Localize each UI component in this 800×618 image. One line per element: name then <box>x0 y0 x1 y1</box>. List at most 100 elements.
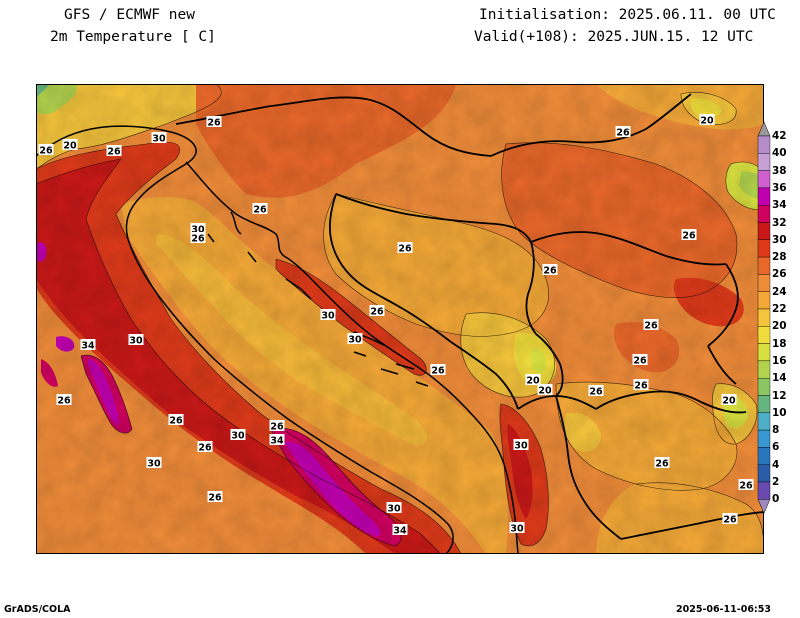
colorbar-swatch <box>757 274 771 292</box>
colorbar-swatch <box>757 291 771 310</box>
model-title: GFS / ECMWF new <box>64 7 195 23</box>
svg-text:26: 26 <box>543 266 557 277</box>
colorbar-swatch <box>757 326 771 344</box>
contour-label-30: 30 <box>190 223 206 236</box>
colorbar-tick-label: 10 <box>772 406 787 419</box>
footer-credit: GrADS/COLA <box>4 604 71 615</box>
contour-label-26: 26 <box>633 379 649 392</box>
colorbar-tick-label: 18 <box>772 337 787 350</box>
colorbar-tick-label: 32 <box>772 216 787 229</box>
colorbar-swatch <box>757 170 771 189</box>
contour-label-20: 20 <box>699 114 715 127</box>
temperature-map[interactable]: 26 26 20 26 30 26 20 26 30 26 26 26 26 30 26 30 26 34 30 26… <box>36 84 764 554</box>
contour-label-34: 34 <box>269 434 285 447</box>
svg-text:20: 20 <box>526 376 540 387</box>
svg-text:26: 26 <box>655 459 669 470</box>
svg-text:26: 26 <box>198 443 212 454</box>
contour-label-26: 26 <box>722 513 738 526</box>
colorbar-swatch <box>757 378 771 396</box>
svg-text:30: 30 <box>147 459 161 470</box>
colorbar-tick-label: 2 <box>772 476 780 488</box>
colorbar-tick-label: 26 <box>772 268 787 281</box>
colorbar-swatch <box>757 308 771 327</box>
svg-text:30: 30 <box>321 311 335 322</box>
map-canvas: 26 26 20 26 30 26 20 26 30 26 26 26 26 30 26 30 26 34 30 26… <box>36 84 764 554</box>
colorbar-tick-label: 12 <box>772 389 787 402</box>
contour-label-26: 26 <box>542 264 558 277</box>
contour-label-26: 26 <box>654 457 670 470</box>
colorbar-swatch <box>757 464 771 483</box>
colorbar-tick-label: 38 <box>772 164 787 177</box>
svg-text:30: 30 <box>231 431 245 442</box>
colorbar-top-arrow <box>757 122 771 137</box>
colorbar-tick-label: 14 <box>772 372 787 385</box>
svg-text:26: 26 <box>207 118 221 129</box>
contour-labels: 26 26 20 26 30 26 20 26 30 26 26 26 26 30 26 30 26 34 30 26… <box>38 114 754 537</box>
svg-text:26: 26 <box>682 231 696 242</box>
colorbar-swatch <box>757 343 771 362</box>
contour-label-26: 26 <box>206 116 222 129</box>
svg-text:30: 30 <box>152 134 166 145</box>
colorbar-swatch <box>757 204 771 223</box>
colorbar-swatch <box>757 187 771 206</box>
colorbar-tick-label: 24 <box>772 285 787 298</box>
svg-text:34: 34 <box>270 436 284 447</box>
colorbar-bottom-arrow <box>757 499 771 514</box>
contour-label-26: 26 <box>430 364 446 377</box>
colorbar-tick-label: 0 <box>772 493 780 506</box>
footer-timestamp: 2025-06-11-06:53 <box>676 604 771 615</box>
contour-label-34: 34 <box>80 339 96 352</box>
colorbar-swatch <box>757 447 771 465</box>
svg-text:26: 26 <box>431 366 445 377</box>
svg-text:30: 30 <box>514 441 528 452</box>
colorbar <box>757 122 771 514</box>
svg-text:34: 34 <box>81 341 95 352</box>
colorbar-tick-label: 6 <box>772 441 780 454</box>
contour-label-30: 30 <box>347 333 363 346</box>
svg-text:30: 30 <box>191 225 205 236</box>
svg-text:26: 26 <box>270 422 284 433</box>
colorbar-tick-label: 42 <box>772 130 787 142</box>
svg-text:26: 26 <box>723 515 737 526</box>
contour-label-26: 26 <box>397 242 413 255</box>
contour-label-26: 26 <box>643 319 659 332</box>
contour-label-30: 30 <box>513 439 529 452</box>
svg-text:26: 26 <box>398 244 412 255</box>
svg-text:26: 26 <box>169 416 183 427</box>
colorbar-swatch <box>757 239 771 258</box>
contour-label-30: 30 <box>320 309 336 322</box>
contour-label-26: 26 <box>252 203 268 216</box>
contour-label-30: 30 <box>230 429 246 442</box>
colorbar-tick-label: 16 <box>772 354 787 367</box>
svg-text:26: 26 <box>633 356 647 367</box>
colorbar-tick-label: 28 <box>772 251 787 264</box>
colorbar-swatch <box>757 153 771 171</box>
variable-title: 2m Temperature [ C] <box>50 29 216 45</box>
valid-time: Valid(+108): 2025.JUN.15. 12 UTC <box>474 29 754 45</box>
contour-label-20: 20 <box>62 139 78 152</box>
contour-label-20: 20 <box>525 374 541 387</box>
colorbar-swatch <box>757 135 771 154</box>
contour-label-30: 30 <box>146 457 162 470</box>
svg-text:30: 30 <box>510 524 524 535</box>
svg-text:20: 20 <box>538 386 552 397</box>
contour-label-26: 26 <box>269 420 285 433</box>
svg-text:26: 26 <box>39 146 53 157</box>
contour-label-26: 26 <box>197 441 213 454</box>
contour-label-26: 26 <box>207 491 223 504</box>
svg-text:26: 26 <box>253 205 267 216</box>
coastlines <box>36 125 519 554</box>
contour-label-26: 26 <box>588 385 604 398</box>
contour-label-30: 30 <box>509 522 525 535</box>
contour-label-26: 26 <box>615 126 631 139</box>
colorbar-tick-label: 30 <box>772 233 787 246</box>
colorbar-tick-label: 4 <box>772 458 780 471</box>
svg-text:26: 26 <box>739 481 753 492</box>
contour-label-30: 30 <box>386 502 402 515</box>
colorbar-swatch <box>757 481 771 500</box>
contour-label-26: 26 <box>168 414 184 427</box>
colorbar-swatch <box>757 412 771 431</box>
colorbar-tick-label: 40 <box>772 147 787 160</box>
svg-text:26: 26 <box>616 128 630 139</box>
contour-label-34: 34 <box>392 524 408 537</box>
